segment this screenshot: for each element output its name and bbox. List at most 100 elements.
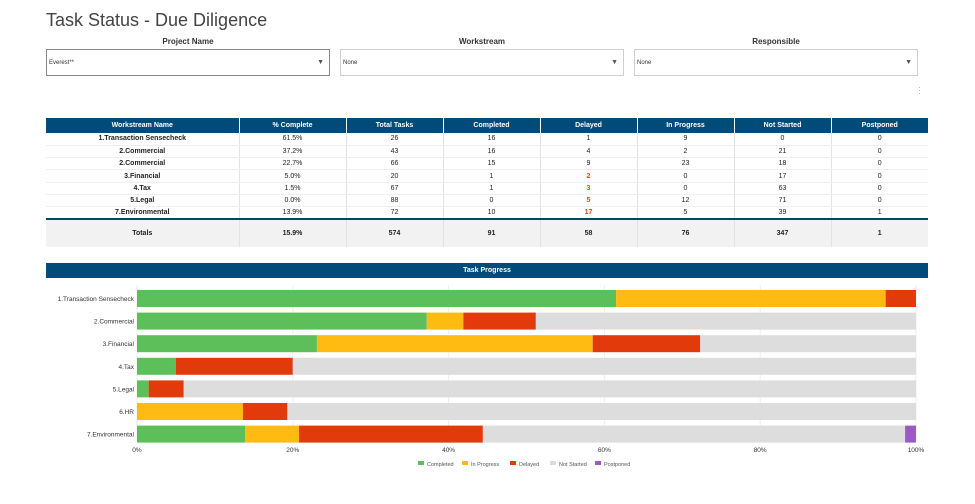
column-header[interactable]: % Complete: [239, 118, 347, 133]
bar-segment: [535, 312, 916, 330]
table-row: 1.Transaction Sensecheck 61.5% 26 16 1 9 0 0: [46, 133, 928, 146]
table-cell: 2: [637, 145, 735, 159]
table-cell: 15: [443, 157, 541, 171]
totals-row: Totals 15.9% 574 91 58 76 347 1: [46, 218, 928, 248]
column-header[interactable]: In Progress: [637, 118, 735, 133]
totals-cell: 574: [346, 218, 444, 248]
legend-label: Postponed: [604, 462, 630, 468]
column-header[interactable]: Workstream Name: [46, 118, 240, 133]
workstream-select[interactable]: None ▼: [340, 49, 624, 76]
table-cell: 0: [734, 133, 832, 146]
x-tick-label: 100%: [908, 447, 925, 454]
bar-segment: [463, 312, 536, 330]
table-cell: 0.0%: [239, 194, 347, 208]
chevron-down-icon: ▼: [905, 59, 912, 66]
legend-swatch: [462, 461, 468, 465]
responsible-select[interactable]: None ▼: [634, 49, 918, 76]
bar-segment: [292, 357, 916, 375]
bar-segment: [137, 380, 149, 398]
totals-cell: Totals: [46, 218, 240, 248]
table-row: 5.Legal 0.0% 88 0 5 12 71 0: [46, 194, 928, 208]
responsible-value: None: [637, 60, 652, 66]
table-cell: 0: [637, 182, 735, 195]
table-cell: 63: [734, 182, 832, 195]
table-cell: 5.Legal: [46, 194, 240, 208]
table-cell: 0: [443, 194, 541, 208]
table-cell: 2: [540, 169, 638, 183]
table-cell: 2.Commercial: [46, 145, 240, 159]
totals-cell: 76: [637, 218, 735, 248]
task-status-table: Workstream Name% Complete Total Tasks Comp…: [46, 118, 928, 248]
table-cell: 67: [346, 182, 444, 195]
project-name-label: Project Name: [162, 37, 214, 46]
column-header[interactable]: Not Started: [734, 118, 832, 133]
bar-segment: [183, 380, 917, 398]
project-name-select[interactable]: Everest** ▼: [46, 49, 330, 76]
table-row: 3.Financial 5.0% 20 1 2 0 17 0: [46, 169, 928, 183]
bar-segment: [137, 357, 176, 375]
project-name-value: Everest**: [49, 60, 75, 66]
more-options-icon[interactable]: · · ·: [918, 82, 921, 98]
table-cell: 5: [637, 206, 735, 220]
legend-swatch: [510, 461, 516, 465]
workstream-filter: Workstream None ▼: [340, 37, 624, 76]
chevron-down-icon: ▼: [611, 59, 618, 66]
bar-segment: [287, 403, 916, 420]
column-header[interactable]: Postponed: [831, 118, 928, 133]
column-header[interactable]: Completed: [443, 118, 541, 133]
chevron-down-icon: ▼: [317, 59, 324, 66]
legend-swatch: [595, 461, 601, 465]
workstream-value: None: [343, 60, 358, 66]
bar-segment: [592, 335, 701, 353]
bar-segment: [316, 335, 593, 353]
column-header[interactable]: Delayed: [540, 118, 638, 133]
table-cell: 66: [346, 157, 444, 171]
table-row: 2.Commercial 22.7% 66 15 9 23 18 0: [46, 157, 928, 171]
responsible-filter: Responsible None ▼: [634, 37, 918, 76]
bar-segment: [137, 403, 243, 420]
category-label: 4.Tax: [118, 364, 134, 371]
table-cell: 0: [831, 157, 928, 171]
table-cell: 26: [346, 133, 444, 146]
category-label: 2.Commercial: [94, 319, 135, 326]
totals-cell: 1: [831, 218, 928, 248]
table-cell: 1: [443, 169, 541, 183]
category-label: 1.Transaction Sensecheck: [58, 296, 135, 303]
legend-swatch: [550, 461, 556, 465]
table-cell: 72: [346, 206, 444, 220]
table-row: 7.Environmental 13.9% 72 10 17 5 39 1: [46, 206, 928, 220]
project-name-filter: Project Name Everest** ▼: [46, 37, 330, 76]
table-cell: 5: [540, 194, 638, 208]
legend-label: Delayed: [519, 462, 539, 468]
table-cell: 12: [637, 194, 735, 208]
table-cell: 1: [443, 182, 541, 195]
table-cell: 71: [734, 194, 832, 208]
task-progress-chart: 1.Transaction Sensecheck 2.Commercial 3.Fi…: [58, 285, 925, 468]
totals-cell: 347: [734, 218, 832, 248]
table-cell: 21: [734, 145, 832, 159]
table-cell: 23: [637, 157, 735, 171]
table-cell: 1.5%: [239, 182, 347, 195]
responsible-label: Responsible: [752, 37, 800, 46]
bar-segment: [137, 425, 246, 443]
table-cell: 1: [831, 206, 928, 220]
bar-segment: [242, 403, 288, 420]
table-cell: 22.7%: [239, 157, 347, 171]
table-cell: 4: [540, 145, 638, 159]
table-cell: 0: [831, 182, 928, 195]
table-row: 4.Tax 1.5% 67 1 3 0 63 0: [46, 182, 928, 195]
bar-segment: [616, 290, 886, 307]
page-title: Task Status - Due Diligence: [46, 10, 268, 30]
workstream-label: Workstream: [458, 37, 506, 46]
table-cell: 4.Tax: [46, 182, 240, 195]
table-cell: 0: [637, 169, 735, 183]
table-cell: 0: [831, 145, 928, 159]
table-cell: 0: [831, 133, 928, 146]
category-label: 3.Financial: [103, 341, 135, 348]
table-cell: 9: [540, 157, 638, 171]
column-header[interactable]: Total Tasks: [346, 118, 444, 133]
table-cell: 2.Commercial: [46, 157, 240, 171]
table-header-row: Workstream Name% Complete Total Tasks Comp…: [46, 118, 928, 133]
totals-cell: 58: [540, 218, 638, 248]
table-cell: 88: [346, 194, 444, 208]
